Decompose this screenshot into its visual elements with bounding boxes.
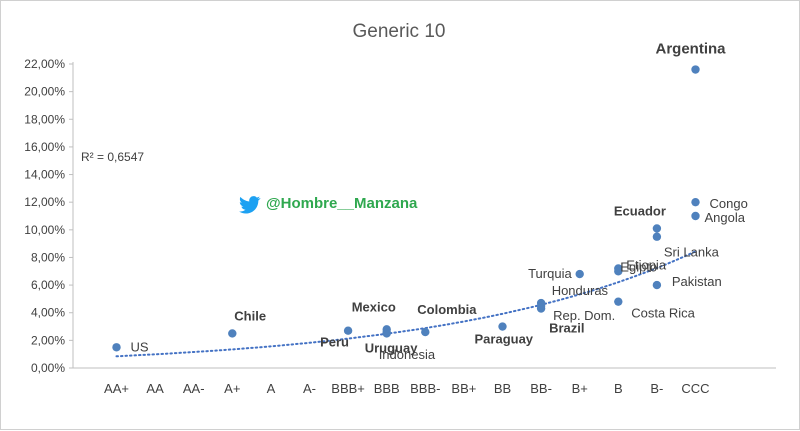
data-point	[652, 232, 662, 241]
x-tick-label: A-	[303, 381, 316, 396]
data-points	[112, 65, 700, 352]
x-tick-label: A+	[224, 381, 240, 396]
y-tick-label: 16,00%	[24, 140, 65, 154]
x-tick-label: A	[267, 381, 276, 396]
data-point	[691, 211, 700, 221]
twitter-handle: @Hombre__Manzana	[266, 195, 418, 212]
trendline	[115, 250, 697, 358]
x-axis: AA+ AA AA- A+ A A- BBB+ BBB BBB- BB+ BB BB- B+ B B- CCC	[73, 367, 776, 396]
x-tick-label: B+	[572, 381, 588, 396]
point-label: Pakistan	[672, 274, 722, 289]
point-label: Chile	[234, 308, 266, 323]
y-tick-label: 8,00%	[31, 250, 65, 264]
x-tick-label: B-	[650, 381, 663, 396]
point-label: Paraguay	[475, 332, 534, 347]
data-point	[343, 326, 353, 335]
y-axis: 0,00% 2,00% 4,00% 6,00% 8,00% 10,00% 12,00% 14,…	[24, 57, 74, 375]
x-tick-label: BB-	[530, 381, 552, 396]
data-point	[652, 280, 662, 290]
point-label: US	[131, 339, 149, 354]
twitter-bird-icon	[239, 196, 261, 214]
point-label: Brazil	[549, 321, 584, 336]
point-label: Rep. Dom.	[553, 308, 615, 323]
data-point	[691, 197, 700, 207]
x-tick-label: BBB+	[331, 381, 365, 396]
x-tick-label: AA	[146, 381, 164, 396]
y-tick-label: 2,00%	[31, 333, 65, 347]
chart-title: Generic 10	[353, 21, 446, 42]
point-label: Colombia	[417, 302, 477, 317]
y-tick-label: 10,00%	[24, 223, 65, 237]
point-label: Argentina	[656, 41, 727, 58]
y-tick-label: 0,00%	[31, 361, 65, 375]
y-tick-label: 4,00%	[31, 306, 65, 320]
y-tick-label: 14,00%	[24, 168, 65, 182]
y-tick-label: 22,00%	[24, 57, 65, 71]
x-tick-label: BBB	[374, 381, 400, 396]
y-tick-label: 20,00%	[24, 85, 65, 99]
data-point	[575, 269, 584, 279]
trendline-path	[115, 250, 697, 358]
point-label: Peru	[320, 335, 349, 350]
point-label: Uruguay	[365, 340, 419, 355]
x-tick-label: BBB-	[410, 381, 440, 396]
data-point	[614, 267, 623, 276]
point-label: Indonesia	[379, 347, 436, 362]
point-label: Sri Lanka	[664, 245, 720, 260]
point-label: Etiopia	[626, 257, 667, 272]
point-label: Ecuador	[614, 203, 666, 218]
r-squared-label: R² = 0,6547	[81, 150, 144, 164]
x-tick-label: AA-	[183, 381, 205, 396]
x-tick-label: BB	[494, 381, 511, 396]
point-label: Angola	[705, 210, 746, 225]
y-tick-label: 6,00%	[31, 278, 65, 292]
data-point	[691, 65, 700, 74]
data-point	[498, 322, 507, 331]
x-tick-label: AA+	[104, 381, 129, 396]
data-point	[614, 297, 623, 306]
data-point	[112, 343, 121, 352]
data-point	[228, 329, 237, 338]
point-label: Costa Rica	[631, 306, 695, 321]
x-tick-label: CCC	[681, 381, 709, 396]
data-point	[421, 327, 430, 337]
y-tick-label: 18,00%	[24, 112, 65, 126]
point-label: Mexico	[352, 299, 396, 314]
point-label: Egipto	[620, 260, 657, 275]
y-tick-label: 12,00%	[24, 195, 65, 209]
point-label: Congo	[710, 196, 748, 211]
data-point	[382, 327, 391, 337]
x-tick-label: B	[614, 381, 623, 396]
data-point	[536, 301, 546, 311]
point-label: Honduras	[552, 283, 609, 298]
point-label: Turquia	[528, 266, 572, 281]
watermark: @Hombre__Manzana	[239, 195, 418, 214]
data-point	[652, 224, 662, 233]
x-tick-label: BB+	[451, 381, 476, 396]
